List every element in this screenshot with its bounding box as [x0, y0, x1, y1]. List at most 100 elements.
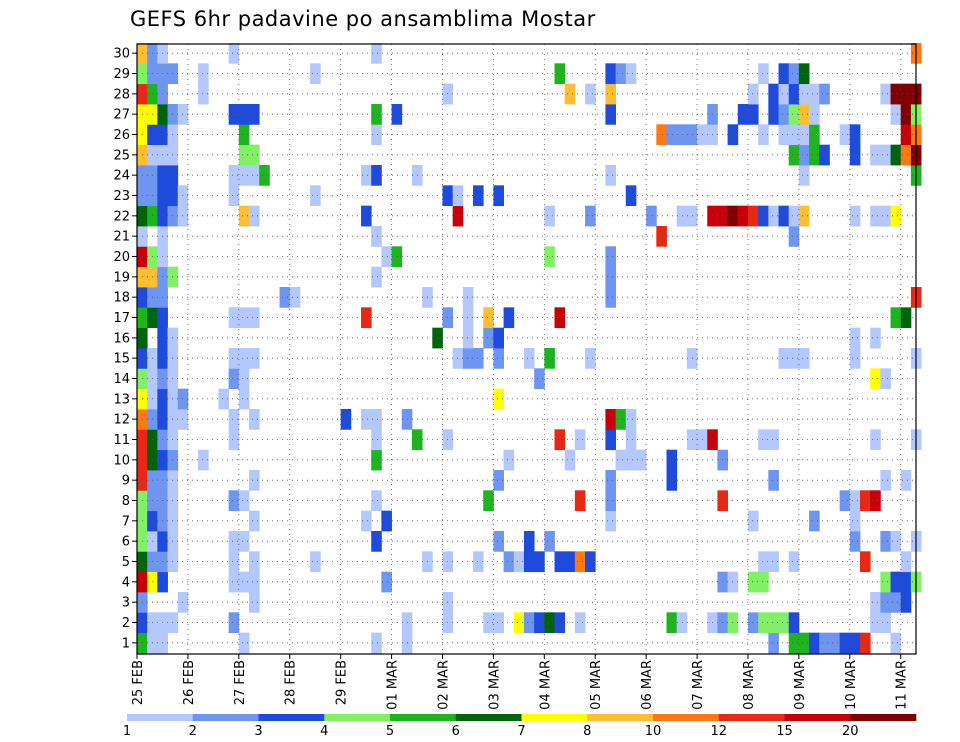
heatmap-cell: [279, 287, 291, 308]
heatmap-cell: [493, 612, 504, 634]
heatmap-cell: [758, 571, 769, 593]
heatmap-cell: [900, 104, 912, 125]
heatmap-cell: [249, 104, 260, 125]
heatmap-cell: [737, 104, 749, 125]
heatmap-cell: [625, 63, 637, 85]
heatmap-cell: [198, 449, 209, 471]
heatmap-cell: [554, 551, 566, 573]
heatmap-cell: [249, 348, 260, 369]
heatmap-cell: [849, 144, 861, 166]
heatmap-cell: [513, 612, 525, 634]
heatmap-cell: [809, 510, 820, 532]
heatmap-cell: [635, 449, 647, 471]
heatmap-cell: [371, 449, 382, 471]
heatmap-cell: [462, 348, 474, 369]
y-tick-label: 30: [113, 47, 130, 62]
heatmap-cells: [137, 43, 922, 654]
heatmap-cell: [890, 144, 902, 166]
legend-swatch: [850, 714, 917, 721]
y-tick-label: 24: [113, 169, 130, 184]
x-tick-label: 10 MAR: [844, 660, 859, 710]
heatmap-cell: [238, 104, 250, 125]
x-tick-label: 06 MAR: [640, 660, 655, 710]
heatmap-cell: [177, 205, 189, 227]
heatmap-cell: [361, 165, 372, 186]
x-tick-label: 05 MAR: [589, 660, 604, 710]
heatmap-cell: [534, 368, 545, 390]
x-tick-label: 02 MAR: [437, 660, 452, 710]
heatmap-cell: [473, 348, 484, 369]
heatmap-cell: [880, 83, 891, 105]
heatmap-cell: [747, 205, 759, 227]
heatmap-cell: [900, 470, 912, 491]
heatmap-cell: [177, 104, 189, 125]
heatmap-cell: [870, 592, 881, 613]
heatmap-cell: [880, 144, 891, 166]
heatmap-cell: [849, 124, 861, 146]
heatmap-cell: [228, 551, 240, 573]
heatmap-cell: [768, 104, 779, 125]
legend-label: 20: [842, 724, 859, 739]
x-tick-label: 26 FEB: [182, 660, 197, 705]
heatmap-cell: [809, 144, 820, 166]
y-tick-label: 27: [113, 108, 130, 123]
heatmap-cell: [890, 531, 902, 552]
heatmap-cell: [605, 104, 616, 125]
heatmap-cell: [605, 63, 616, 85]
heatmap-cell: [381, 510, 392, 532]
heatmap-cell: [381, 246, 392, 268]
heatmap-cell: [880, 368, 891, 390]
heatmap-cell: [849, 327, 861, 349]
heatmap-cell: [228, 307, 240, 329]
heatmap-cell: [798, 348, 810, 369]
heatmap-cell: [361, 205, 372, 227]
y-tick-label: 26: [113, 128, 130, 143]
heatmap-cell: [228, 165, 240, 186]
heatmap-cell: [371, 409, 382, 430]
heatmap-cell: [798, 83, 810, 105]
heatmap-cell: [361, 307, 372, 329]
heatmap-cell: [880, 470, 891, 491]
heatmap-cell: [574, 551, 586, 573]
grid-lines: [137, 44, 916, 654]
heatmap-cell: [890, 571, 902, 593]
heatmap-cell: [809, 83, 820, 105]
y-tick-label: 23: [113, 189, 130, 204]
heatmap-cell: [870, 490, 881, 512]
legend-label: 6: [452, 724, 460, 739]
y-tick-label: 11: [113, 433, 130, 448]
heatmap-cell: [737, 205, 749, 227]
heatmap-cell: [259, 165, 270, 186]
heatmap-cell: [880, 571, 891, 593]
heatmap-cell: [238, 165, 250, 186]
heatmap-cell: [534, 612, 545, 634]
heatmap-cell: [249, 592, 260, 613]
heatmap-cell: [900, 83, 912, 105]
heatmap-cell: [900, 124, 912, 146]
heatmap-cell: [605, 287, 616, 308]
chart-title: GEFS 6hr padavine po ansamblima Mostar: [130, 7, 596, 31]
heatmap-cell: [574, 490, 586, 512]
heatmap-cell: [198, 83, 209, 105]
heatmap-cell: [503, 551, 515, 573]
heatmap-cell: [666, 124, 678, 146]
heatmap-cell: [849, 490, 861, 512]
heatmap-cell: [778, 83, 790, 105]
y-tick-label: 3: [122, 596, 130, 611]
heatmap-cell: [870, 612, 881, 634]
heatmap-cell: [534, 551, 545, 573]
heatmap-cell: [462, 307, 474, 329]
heatmap-cell: [554, 612, 566, 634]
heatmap-cell: [585, 83, 596, 105]
legend-label: 4: [320, 724, 328, 739]
heatmap-cell: [228, 185, 240, 207]
heatmap-cell: [249, 409, 260, 430]
y-tick-label: 19: [113, 270, 130, 285]
x-axis: 25 FEB 26 FEB 27 FEB 28 FEB 29 FEB 01 MAR 02 M…: [131, 654, 910, 710]
heatmap-cell: [228, 409, 240, 430]
heatmap-cell: [585, 348, 596, 369]
legend-swatch: [258, 714, 325, 721]
heatmap-cell: [238, 307, 250, 329]
x-tick-label: 25 FEB: [131, 660, 146, 705]
heatmap-cell: [493, 185, 504, 207]
